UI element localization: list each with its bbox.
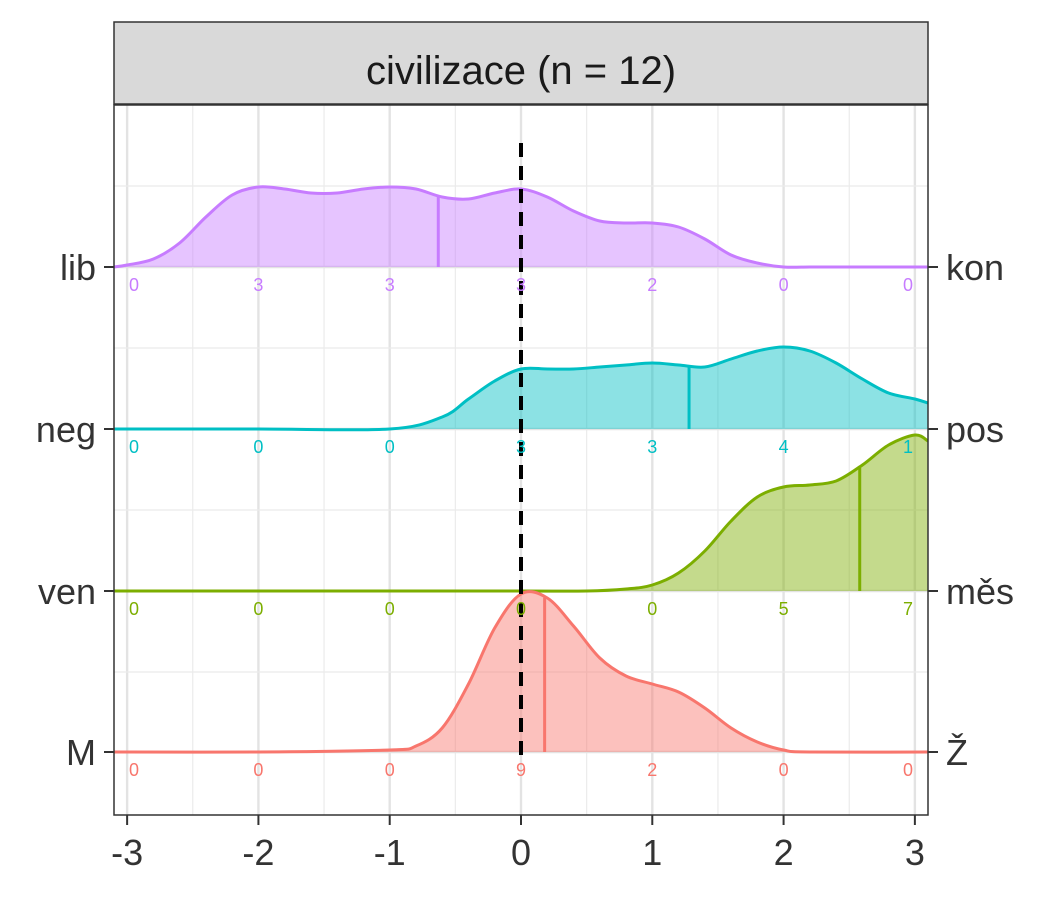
- x-tick-label-1: -2: [242, 832, 274, 873]
- count-label-neg-5: 4: [779, 437, 789, 457]
- x-tick-label-6: 3: [905, 832, 925, 873]
- y-right-label-pos: pos: [946, 409, 1004, 450]
- count-label-neg-6: 1: [903, 437, 913, 457]
- density-area-lib: [114, 186, 928, 268]
- count-label-lib-0: 0: [129, 275, 139, 295]
- x-tick-label-2: -1: [374, 832, 406, 873]
- count-label-neg-3: 3: [516, 437, 526, 457]
- count-label-M-3: 9: [516, 760, 526, 780]
- count-label-neg-4: 3: [647, 437, 657, 457]
- density-line-M: [113, 590, 929, 754]
- y-left-label-lib: lib: [60, 247, 96, 288]
- count-label-neg-0: 0: [129, 437, 139, 457]
- count-label-M-6: 0: [903, 760, 913, 780]
- count-label-ven-0: 0: [129, 599, 139, 619]
- count-label-ven-3: 0: [516, 599, 526, 619]
- y-axis-right: kon pos měs Ž: [928, 247, 1014, 773]
- x-tick-label-5: 2: [774, 832, 794, 873]
- count-label-M-1: 0: [253, 760, 263, 780]
- density-line-ven: [114, 433, 929, 593]
- count-label-M-0: 0: [129, 760, 139, 780]
- count-label-ven-1: 0: [253, 599, 263, 619]
- y-left-label-M: M: [66, 732, 96, 773]
- facet-title: civilizace (n = 12): [366, 49, 676, 93]
- density-area-neg: [114, 347, 928, 430]
- count-label-lib-3: 3: [516, 275, 526, 295]
- count-label-lib-2: 3: [385, 275, 395, 295]
- facet-strip: [113, 21, 929, 105]
- count-label-ven-2: 0: [385, 599, 395, 619]
- count-label-ven-6: 7: [903, 599, 913, 619]
- y-left-label-ven: ven: [38, 571, 96, 612]
- x-tick-label-4: 1: [642, 832, 662, 873]
- x-tick-label-0: -3: [111, 832, 143, 873]
- count-label-neg-1: 0: [253, 437, 263, 457]
- count-label-ven-5: 5: [779, 599, 789, 619]
- y-right-label-měs: měs: [946, 571, 1014, 612]
- x-axis: -3 -2 -1 0 1 2 3: [111, 815, 925, 873]
- y-left-label-neg: neg: [36, 409, 96, 450]
- count-label-neg-2: 0: [385, 437, 395, 457]
- count-label-M-5: 0: [779, 760, 789, 780]
- count-label-lib-6: 0: [903, 275, 913, 295]
- x-tick-label-3: 0: [511, 832, 531, 873]
- density-area-ven: [114, 434, 928, 592]
- count-label-lib-5: 0: [779, 275, 789, 295]
- count-label-lib-4: 2: [647, 275, 657, 295]
- density-ridges: [113, 185, 929, 754]
- count-label-M-2: 0: [385, 760, 395, 780]
- density-line-neg: [113, 345, 929, 432]
- count-label-M-4: 2: [647, 760, 657, 780]
- y-right-label-kon: kon: [946, 247, 1004, 288]
- density-area-M: [114, 591, 928, 753]
- count-label-ven-4: 0: [647, 599, 657, 619]
- count-labels: 0 3 3 3 2 0 0 0 0 0 3 3 4 1 0 0 0 0 0 5 7 0 0 0 9 2 0 0: [129, 275, 913, 780]
- count-label-lib-1: 3: [253, 275, 263, 295]
- y-axis-left: lib neg ven M: [36, 247, 114, 773]
- y-right-label-Ž: Ž: [946, 732, 968, 773]
